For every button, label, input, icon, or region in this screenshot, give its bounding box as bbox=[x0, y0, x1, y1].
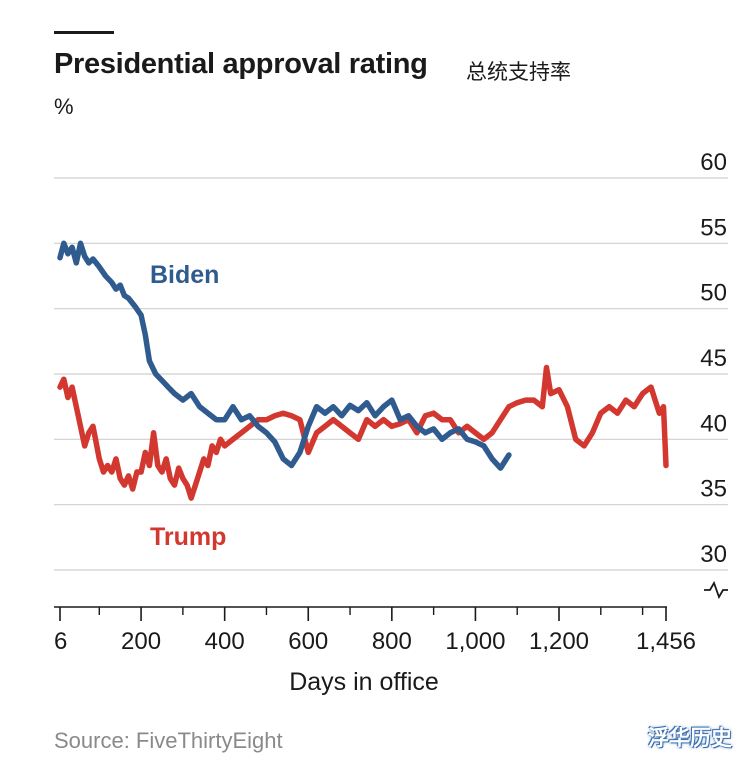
x-axis bbox=[54, 606, 667, 621]
x-tick-label-6: 6 bbox=[54, 628, 67, 655]
series-line-biden bbox=[57, 240, 512, 471]
y-tick-label-30: 30 bbox=[700, 541, 727, 568]
x-tick-label-600: 600 bbox=[288, 628, 328, 655]
top-rule bbox=[54, 31, 114, 34]
x-tick-label-1000: 1,000 bbox=[445, 628, 505, 655]
x-tick-labels: 6 200 400 600 800 1,000 1,200 1,456 bbox=[54, 628, 696, 655]
series-label-trump: Trump bbox=[150, 523, 226, 551]
series-layer bbox=[57, 240, 669, 501]
y-tick-label-40: 40 bbox=[700, 410, 727, 437]
grid-layer bbox=[54, 177, 728, 600]
x-axis-title: Days in office bbox=[289, 668, 439, 696]
y-tick-label-55: 55 bbox=[700, 214, 727, 241]
y-tick-labels: 30 35 40 45 50 55 60 bbox=[700, 149, 727, 568]
x-tick-label-400: 400 bbox=[205, 628, 245, 655]
x-tick-label-800: 800 bbox=[372, 628, 412, 655]
source-note: Source: FiveThirtyEight bbox=[54, 728, 283, 753]
x-tick-label-1456: 1,456 bbox=[636, 628, 696, 655]
y-tick-label-45: 45 bbox=[700, 345, 727, 372]
watermark-logo: 浮华历史 bbox=[648, 726, 732, 750]
y-axis-unit: % bbox=[54, 94, 74, 119]
series-label-biden: Biden bbox=[150, 261, 219, 289]
x-tick-label-200: 200 bbox=[121, 628, 161, 655]
chart-subtitle-cn: 总统支持率 bbox=[466, 60, 571, 84]
chart-title: Presidential approval rating bbox=[54, 48, 428, 80]
x-tick-label-1200: 1,200 bbox=[529, 628, 589, 655]
axis-break-icon bbox=[704, 580, 728, 600]
y-tick-label-60: 60 bbox=[700, 149, 727, 176]
series-line-trump bbox=[57, 364, 669, 501]
y-tick-label-50: 50 bbox=[700, 280, 727, 307]
y-tick-label-35: 35 bbox=[700, 476, 727, 503]
